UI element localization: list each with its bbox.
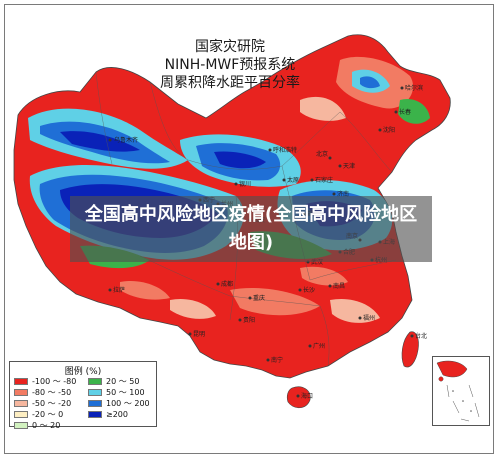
legend-title: 图例 (%) <box>64 367 102 377</box>
city-label: 呼和浩特 <box>273 146 297 154</box>
legend-label: -50 ～ -20 <box>32 398 72 408</box>
title-line-1: 国家灾研院 <box>195 39 265 55</box>
overlay-text: 全国高中风险地区疫情(全国高中风险地区地图) <box>84 204 418 253</box>
city-label: 石家庄 <box>315 176 333 184</box>
south-china-sea-inset <box>432 356 490 426</box>
city-label: 广州 <box>313 342 325 350</box>
title-line-3: 周累积降水距平百分率 <box>160 75 300 91</box>
city-label: 北京 <box>316 150 328 158</box>
city-label: 昆明 <box>193 331 205 338</box>
city-label: 济南 <box>337 190 349 198</box>
legend-swatch <box>88 388 102 396</box>
city-label: 太原 <box>287 176 299 184</box>
legend-label: -80 ～ -50 <box>32 387 72 397</box>
legend-item: 100 ～ 200 <box>88 398 150 408</box>
legend-item: 0 ～ 20 <box>14 420 76 430</box>
overlay-caption: 全国高中风险地区疫情(全国高中风险地区地图) <box>70 196 432 262</box>
legend-label: 20 ～ 50 <box>106 376 140 386</box>
city-label: 银川 <box>239 180 251 188</box>
city-label: 海口 <box>301 392 313 400</box>
legend-label: 100 ～ 200 <box>106 398 150 408</box>
title-line-2: NINH-MWF预报系统 <box>164 57 296 73</box>
legend-swatch <box>88 410 102 418</box>
city-label: 武汉 <box>311 258 323 266</box>
city-label: 南宁 <box>271 356 283 364</box>
city-label: 拉萨 <box>113 286 125 294</box>
legend-label: -20 ～ 0 <box>32 409 64 419</box>
legend-item: 50 ～ 100 <box>88 387 150 397</box>
city-label: 南昌 <box>333 282 345 290</box>
legend-item: -50 ～ -20 <box>14 398 76 408</box>
legend-item: -80 ～ -50 <box>14 387 76 397</box>
legend-item: 20 ～ 50 <box>88 376 150 386</box>
legend-column-right: 20 ～ 50 50 ～ 100 100 ～ 200 ≥200 <box>88 376 150 420</box>
legend-label: 0 ～ 20 <box>32 420 61 430</box>
map-title-block: 国家灾研院 NINH-MWF预报系统 周累积降水距平百分率 <box>130 38 330 92</box>
legend-label: 50 ～ 100 <box>106 387 145 397</box>
taiwan-island <box>401 331 419 368</box>
legend-swatch <box>14 410 28 418</box>
legend-swatch <box>14 377 28 385</box>
city-label: 贵阳 <box>243 316 255 324</box>
legend-swatch <box>88 399 102 407</box>
city-label: 长沙 <box>303 286 315 294</box>
city-label: 福州 <box>363 314 375 322</box>
legend-label: -100 ～ -80 <box>32 376 77 386</box>
inset-map <box>436 360 480 422</box>
legend-column-left: -100 ～ -80 -80 ～ -50 -50 ～ -20 -20 ～ 0 0… <box>14 376 76 431</box>
city-label: 长春 <box>399 108 411 116</box>
legend-item: ≥200 <box>88 409 150 419</box>
city-label: 成都 <box>221 280 233 288</box>
city-label: 乌鲁木齐 <box>114 136 138 144</box>
city-label: 重庆 <box>253 294 265 302</box>
city-label: 哈尔滨 <box>405 84 423 92</box>
legend-item: -20 ～ 0 <box>14 409 76 419</box>
city-label: 台北 <box>415 332 427 340</box>
city-label: 沈阳 <box>383 126 395 134</box>
legend-swatch <box>88 377 102 385</box>
legend-swatch <box>14 421 28 429</box>
legend-swatch <box>14 388 28 396</box>
legend-box: 图例 (%) -100 ～ -80 -80 ～ -50 -50 ～ -20 -2… <box>9 361 157 430</box>
legend-swatch <box>14 399 28 407</box>
city-label: 天津 <box>343 163 355 170</box>
legend-item: -100 ～ -80 <box>14 376 76 386</box>
legend-label: ≥200 <box>106 409 128 419</box>
